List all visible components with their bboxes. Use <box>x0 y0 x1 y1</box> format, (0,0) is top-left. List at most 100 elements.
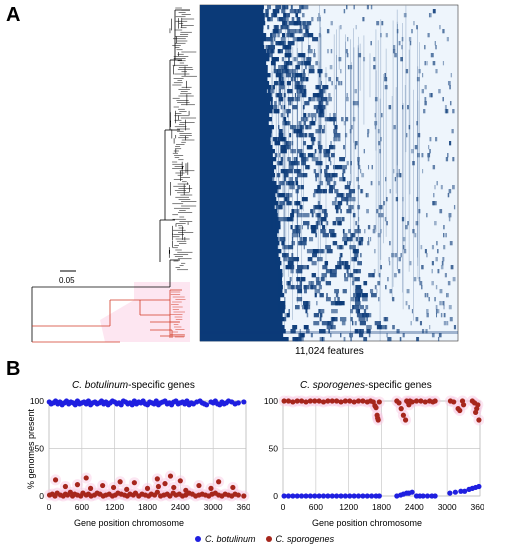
chart1-point-b <box>100 482 106 489</box>
chart2-point-b <box>409 489 415 495</box>
chart1-point-b <box>171 484 177 491</box>
chart2-point-b <box>312 493 318 499</box>
chart2-point-b <box>347 493 353 499</box>
chart2-point-a <box>334 398 340 404</box>
chart2-point-b <box>364 493 370 499</box>
panel-a-figure <box>31 4 459 343</box>
panel-b-label: B <box>6 358 21 380</box>
chart1-point-a <box>72 402 78 408</box>
tree-highlight-region <box>100 282 190 342</box>
chart1-point-b <box>167 473 174 479</box>
chart2-point-a <box>347 398 353 404</box>
chart1-point-b <box>155 483 162 490</box>
chart2-point-b <box>325 493 331 499</box>
chart1-point-b <box>183 487 189 493</box>
chart2-point-a <box>457 407 463 414</box>
chart2-point-a <box>451 399 457 405</box>
chart2-point-a <box>396 400 402 406</box>
chart2-point-a <box>307 398 313 404</box>
chart2-point-a <box>303 399 309 405</box>
chart2-point-a <box>342 398 348 404</box>
chart2-xlabel: Gene position chromosome <box>312 518 423 528</box>
legend-sporogenes-marker <box>265 536 272 542</box>
chart1-point-b <box>208 485 214 491</box>
chart2-point-b <box>462 488 468 494</box>
chart1-point-a <box>184 398 190 404</box>
chart1-point-b <box>216 479 222 485</box>
chart1-xtick-label: 1200 <box>105 502 124 512</box>
chart1-point-b <box>154 476 160 482</box>
chart2-xtick-label: 1800 <box>372 502 391 512</box>
chart2-point-b <box>458 488 464 494</box>
legend-sporogenes-label: C. sporogenes <box>275 534 335 544</box>
chart2-point-a <box>400 412 406 418</box>
chart1-point-a <box>241 399 247 405</box>
chart1-xtick-label: 1800 <box>138 502 157 512</box>
legend: C. botulinum C. sporogenes <box>195 534 334 544</box>
chart1-point-b <box>124 486 130 492</box>
chart1-point-b <box>52 477 59 483</box>
chart2-point-b <box>355 493 362 499</box>
chart1-point-b <box>162 481 168 487</box>
chart2-title: C. sporogenes-specific genes <box>300 380 432 391</box>
chart2-xtick-label: 600 <box>309 502 323 512</box>
chart2-point-a <box>355 398 362 404</box>
scale-bar-label: 0.05 <box>59 276 75 285</box>
chart2-point-b <box>351 493 357 499</box>
chart2-point-a <box>312 398 318 404</box>
chart1-point-b <box>177 478 183 484</box>
chart2-point-a <box>299 398 305 404</box>
chart2-point-b <box>420 493 426 499</box>
chart2-point-b <box>316 493 322 499</box>
legend-botulinum-label: C. botulinum <box>205 534 256 544</box>
chart1-xtick-label: 2400 <box>171 502 190 512</box>
chart1-point-a <box>204 402 210 408</box>
chart2-point-a <box>290 399 296 405</box>
panel-a-label: A <box>6 4 21 26</box>
chart2-point-b <box>307 493 313 499</box>
chart1-point-b <box>131 480 137 486</box>
chart1-xtick-label: 3000 <box>204 502 223 512</box>
chart1-point-b <box>235 492 241 498</box>
chart2-point-a <box>460 402 467 408</box>
chart1-point-a <box>85 398 91 404</box>
chart1-ytick-label: 50 <box>35 444 45 454</box>
chart2-point-b <box>452 489 458 495</box>
chart2-xtick-label: 0 <box>281 502 286 512</box>
heatmap-caption: 11,024 features <box>295 346 364 357</box>
chart2-xtick-label: 2400 <box>405 502 424 512</box>
chart2-point-a <box>413 398 420 404</box>
chart2-point-a <box>329 398 335 404</box>
chart1-point-a <box>118 402 124 408</box>
chart2-point-b <box>294 493 300 499</box>
chart2-point-b <box>476 483 482 490</box>
chart2-point-b <box>320 493 327 499</box>
chart2-xtick-label: 1200 <box>339 502 358 512</box>
chart1-point-a <box>153 398 159 404</box>
chart1-xtick-label: 600 <box>75 502 89 512</box>
chart2-point-b <box>281 493 287 499</box>
chart2-xtick-label: 3000 <box>438 502 457 512</box>
presence-absence-heatmap <box>199 4 459 342</box>
chart2-point-b <box>299 493 305 499</box>
chart1-xtick-label: 0 <box>47 502 52 512</box>
chart2-point-b <box>303 493 309 499</box>
chart2-point-a <box>320 399 327 405</box>
legend-botulinum-marker <box>195 536 201 542</box>
chart1-point-b <box>87 485 94 491</box>
chart2-point-a <box>475 402 481 408</box>
chart2-point-a <box>281 398 287 404</box>
chart1-point-a <box>235 400 241 406</box>
chart2-point-a <box>294 398 300 404</box>
chart1-title: C. botulinum-specific genes <box>72 380 195 391</box>
chart1-point-b <box>241 493 247 499</box>
chart2-point-a <box>285 398 292 404</box>
chart1-point-b <box>117 479 123 485</box>
chart2-point-a <box>375 417 381 423</box>
chart2-point-a <box>418 398 424 404</box>
chart2-point-a <box>402 417 409 423</box>
